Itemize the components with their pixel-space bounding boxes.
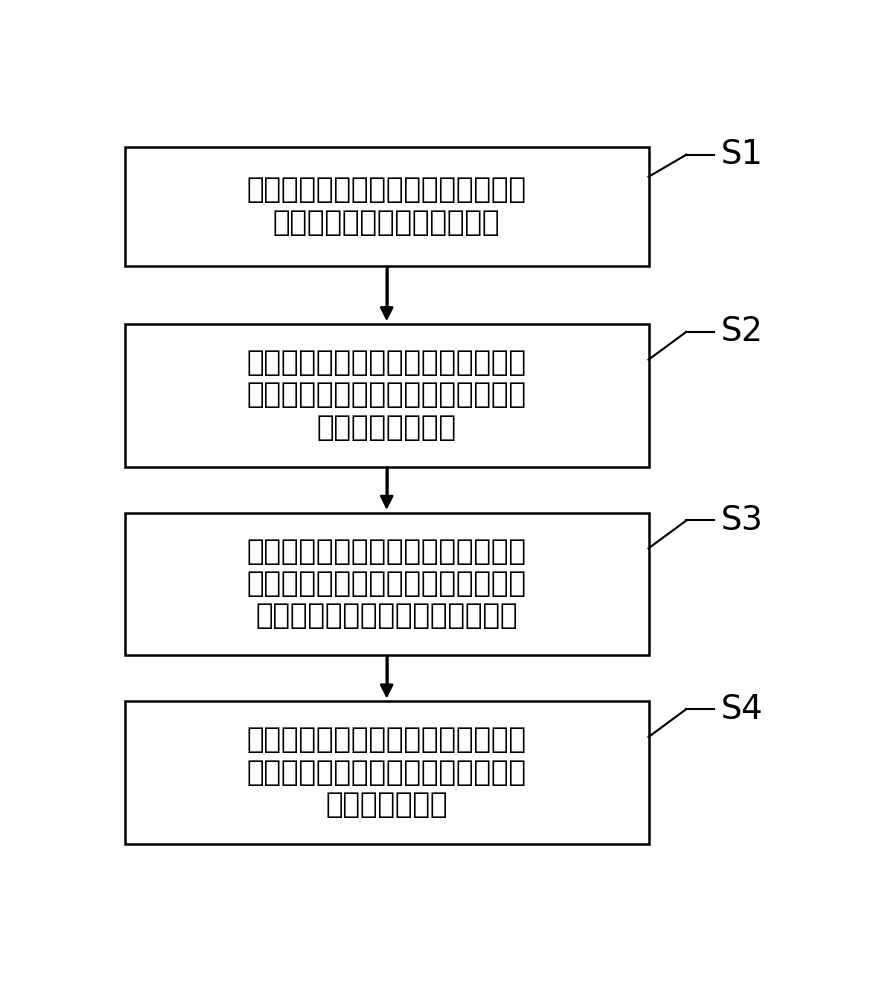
- Text: 的输电网随机期望值二层规划模型: 的输电网随机期望值二层规划模型: [255, 602, 518, 630]
- Text: S1: S1: [721, 138, 764, 171]
- Bar: [124, 513, 649, 655]
- Text: 根据随机期望值二层规划理论和输电: 根据随机期望值二层规划理论和输电: [247, 538, 526, 566]
- Text: 到最优规划方案: 到最优规划方案: [325, 791, 448, 819]
- Text: 根据模型特点采用改进遗传算法和原: 根据模型特点采用改进遗传算法和原: [247, 726, 526, 754]
- Text: 电量函数法计算确定光伏发电在电力: 电量函数法计算确定光伏发电在电力: [247, 381, 526, 409]
- Bar: [124, 701, 649, 844]
- Bar: [124, 147, 649, 266]
- Text: 网规划约束条件，建立含大规模光伏: 网规划约束条件，建立含大规模光伏: [247, 570, 526, 598]
- Text: 根据实时光照强度和环境温度数据，: 根据实时光照强度和环境温度数据，: [247, 176, 526, 204]
- Text: S3: S3: [721, 504, 764, 537]
- Text: 模拟大型光伏电站的出力曲线: 模拟大型光伏电站的出力曲线: [273, 209, 501, 237]
- Bar: [124, 324, 649, 466]
- Text: 系统中的容量上限: 系统中的容量上限: [316, 414, 457, 442]
- Text: S4: S4: [721, 693, 764, 726]
- Text: S2: S2: [721, 315, 764, 348]
- Text: 结合实际电网的参数数据，基于等效: 结合实际电网的参数数据，基于等效: [247, 349, 526, 377]
- Text: 始对偶内点法的混合算法求解模型得: 始对偶内点法的混合算法求解模型得: [247, 759, 526, 787]
